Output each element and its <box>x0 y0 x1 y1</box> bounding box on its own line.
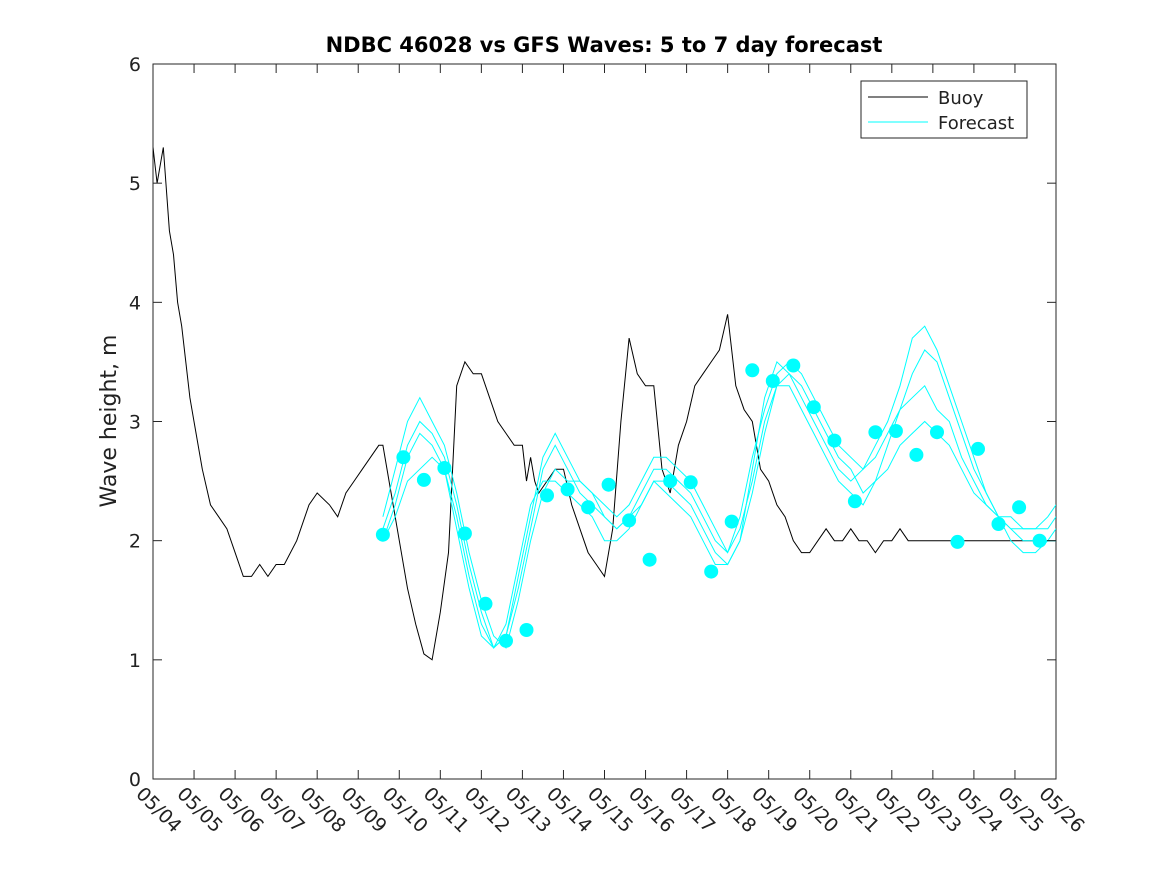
forecast-marker <box>888 424 903 438</box>
forecast-marker <box>601 477 616 492</box>
forecast-marker <box>457 526 472 541</box>
forecast-marker <box>930 425 944 440</box>
forecast-marker <box>663 474 678 489</box>
plot-area <box>152 63 1057 780</box>
forecast-marker <box>1012 500 1027 515</box>
forecast-marker <box>396 450 411 465</box>
forecast-series-line <box>382 373 1056 649</box>
legend: Buoy Forecast <box>860 80 1028 139</box>
forecast-marker <box>724 514 739 529</box>
forecast-marker <box>868 425 883 440</box>
forecast-marker <box>765 374 780 388</box>
forecast-marker <box>1032 533 1047 548</box>
forecast-series-line <box>382 325 1056 649</box>
series-layer <box>153 147 1056 661</box>
y-tick-label: 5 <box>129 173 141 195</box>
forecast-marker <box>909 447 924 462</box>
forecast-marker <box>827 433 842 448</box>
forecast-marker <box>519 623 534 637</box>
forecast-marker <box>416 472 431 487</box>
forecast-marker <box>560 482 575 497</box>
forecast-marker <box>622 513 637 528</box>
forecast-marker <box>786 358 801 373</box>
forecast-series-line <box>382 349 1056 649</box>
forecast-marker <box>375 527 390 542</box>
forecast-marker <box>437 461 452 475</box>
forecast-marker <box>478 596 493 611</box>
forecast-marker <box>499 633 513 648</box>
y-tick-label: 3 <box>129 412 141 434</box>
forecast-marker <box>581 500 596 515</box>
forecast-marker <box>971 441 985 456</box>
legend-forecast-label: Forecast <box>938 113 1014 134</box>
forecast-marker <box>642 552 657 567</box>
y-tick-label: 0 <box>129 769 141 791</box>
y-tick-label: 4 <box>129 292 141 314</box>
y-tick-label: 6 <box>129 54 141 76</box>
y-tick-label: 1 <box>129 650 141 672</box>
legend-buoy-label: Buoy <box>938 88 984 109</box>
legend-box <box>860 80 1028 139</box>
y-tick-label: 2 <box>129 531 141 553</box>
chart-title: NDBC 46028 vs GFS Waves: 5 to 7 day fore… <box>326 33 883 57</box>
buoy-series-line <box>153 147 1056 661</box>
forecast-marker <box>683 475 698 490</box>
forecast-marker <box>540 488 554 503</box>
forecast-marker <box>806 400 821 415</box>
forecast-marker <box>745 363 760 378</box>
forecast-marker <box>847 494 862 509</box>
forecast-marker <box>704 564 719 579</box>
forecast-marker <box>991 517 1006 531</box>
y-axis-label: Wave height, m <box>97 335 122 508</box>
forecast-marker <box>950 534 965 549</box>
